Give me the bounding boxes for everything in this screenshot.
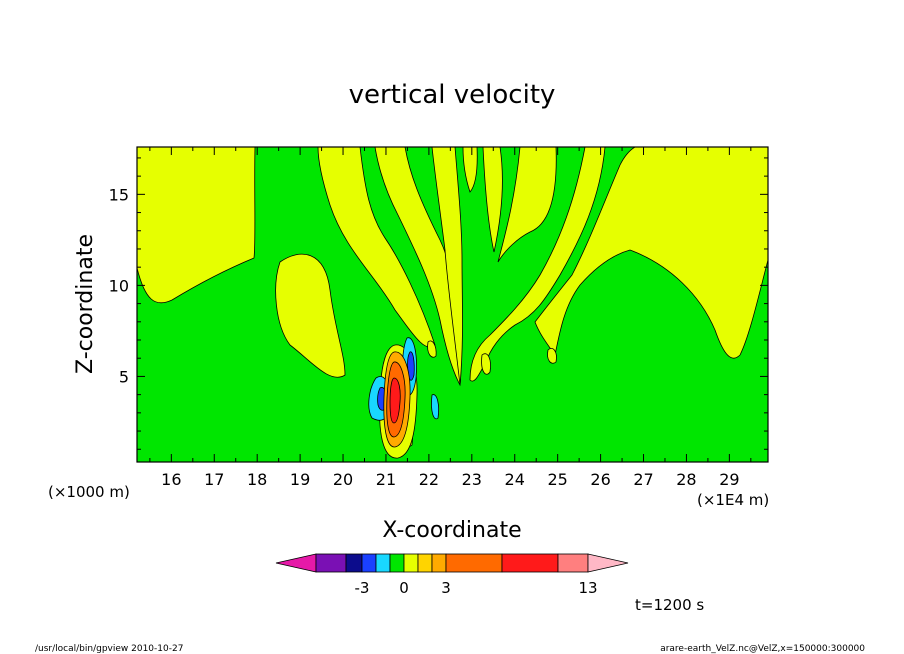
colorbar-segment [375,553,391,573]
colorbar-segment [501,553,559,573]
x-tick-label: 16 [161,470,181,489]
x-tick-label: 29 [719,470,739,489]
colorbar: -3 0 3 13 [275,553,629,597]
contour-center-band-b [431,147,463,386]
colorbar-arrow-right [587,553,629,573]
colorbar-segment [315,553,347,573]
colorbar-segment [417,553,433,573]
x-axis-ticks: 16 17 18 19 20 21 22 23 24 25 26 27 28 29 [149,147,752,489]
x-tick-label: 22 [419,470,439,489]
colorbar-arrow-left [275,553,317,573]
plot-frame [136,146,769,463]
x-tick-label: 24 [505,470,525,489]
contour-core-red [389,377,401,424]
x-tick-label: 26 [590,470,610,489]
x-tick-label: 20 [333,470,353,489]
contour-core-cyan-small [431,394,440,420]
contour-right-mid-band [469,147,606,382]
colorbar-segment [361,553,377,573]
colorbar-segment [403,553,419,573]
footer-left: /usr/local/bin/gpview 2010-10-27 [35,644,183,654]
contour-core-blue-right [407,351,415,381]
contour-center-band-d [482,147,503,253]
contour-small-3 [427,340,437,358]
contour-center-band-c [462,147,478,193]
colorbar-segment [389,553,405,573]
y-axis-label: Z-coordinate [73,234,98,374]
x-tick-label: 27 [633,470,653,489]
time-label: t=1200 s [635,596,704,614]
colorbar-tick-label: 3 [441,579,451,597]
y-tick-label: 15 [109,185,129,204]
plot-area: 16 17 18 19 20 21 22 23 24 25 26 27 28 29 5 10 15 [109,146,769,489]
y-axis-ticks: 5 10 15 [109,157,768,450]
x-tick-label: 28 [676,470,696,489]
footer-right: arare-earth_VelZ.nc@VelZ,x=150000:300000 [660,644,865,654]
contour-small-2 [547,347,557,364]
colorbar-segment [431,553,447,573]
x-unit-label: (×1E4 m) [697,491,769,509]
contour-upper-right [534,147,768,359]
colorbar-tick-label: 13 [578,579,597,597]
contour-left-lobe [275,253,346,378]
colorbar-segment [345,553,363,573]
contour-small-1 [481,353,491,375]
contour-upper-left [137,147,256,304]
colorbar-segment [557,553,589,573]
colorbar-tick-label: 0 [399,579,409,597]
x-tick-label: 18 [247,470,267,489]
colorbar-tick-label: -3 [355,579,370,597]
x-tick-label: 25 [547,470,567,489]
x-axis-label: X-coordinate [382,518,521,543]
contour-left-center-band [317,147,436,348]
chart-title: vertical velocity [349,80,556,110]
y-unit-label: (×1000 m) [48,483,130,501]
y-tick-label: 5 [119,367,129,386]
x-tick-label: 19 [290,470,310,489]
colorbar-segment [445,553,503,573]
x-tick-label: 17 [204,470,224,489]
y-tick-label: 10 [109,276,129,295]
x-tick-label: 23 [462,470,482,489]
contour-right-center-band [497,147,557,263]
x-tick-label: 21 [376,470,396,489]
